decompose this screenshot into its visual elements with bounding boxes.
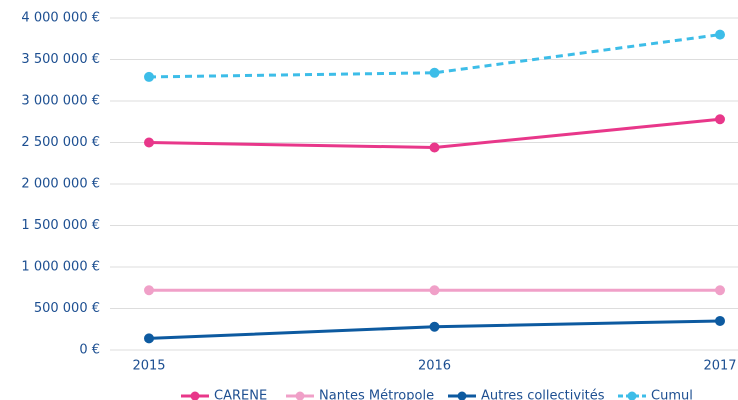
point	[429, 321, 440, 332]
y-tick-label: 4 000 000 €	[21, 11, 100, 26]
y-tick-label: 2 500 000 €	[21, 135, 100, 150]
legend-dot	[457, 391, 467, 400]
point	[429, 67, 440, 78]
point	[715, 29, 725, 40]
legend-label: CARENE	[214, 389, 267, 400]
point	[429, 142, 440, 153]
y-tick-label: 3 000 000 €	[21, 94, 100, 109]
y-tick-label: 500 000 €	[34, 301, 100, 316]
point	[429, 285, 440, 296]
point	[715, 114, 725, 125]
legend-dot	[627, 391, 637, 400]
point	[144, 137, 154, 148]
point	[715, 315, 725, 326]
legend-dot	[190, 391, 200, 400]
x-tick-label: 2015	[132, 359, 165, 374]
legend-label: Cumul	[651, 389, 693, 400]
x-tick-label: 2017	[703, 359, 736, 374]
point	[715, 285, 725, 296]
y-tick-label: 3 500 000 €	[21, 52, 100, 67]
y-tick-label: 1 000 000 €	[21, 260, 100, 275]
point	[144, 333, 154, 344]
y-tick-label: 2 000 000 €	[21, 177, 100, 192]
legend-dot	[295, 391, 305, 400]
legend-label: Nantes Métropole	[319, 389, 434, 400]
point	[144, 71, 154, 82]
point	[144, 285, 154, 296]
y-tick-label: 0 €	[79, 343, 100, 358]
y-tick-label: 1 500 000 €	[21, 218, 100, 233]
legend-label: Autres collectivités	[481, 389, 605, 400]
x-tick-label: 2016	[418, 359, 451, 374]
